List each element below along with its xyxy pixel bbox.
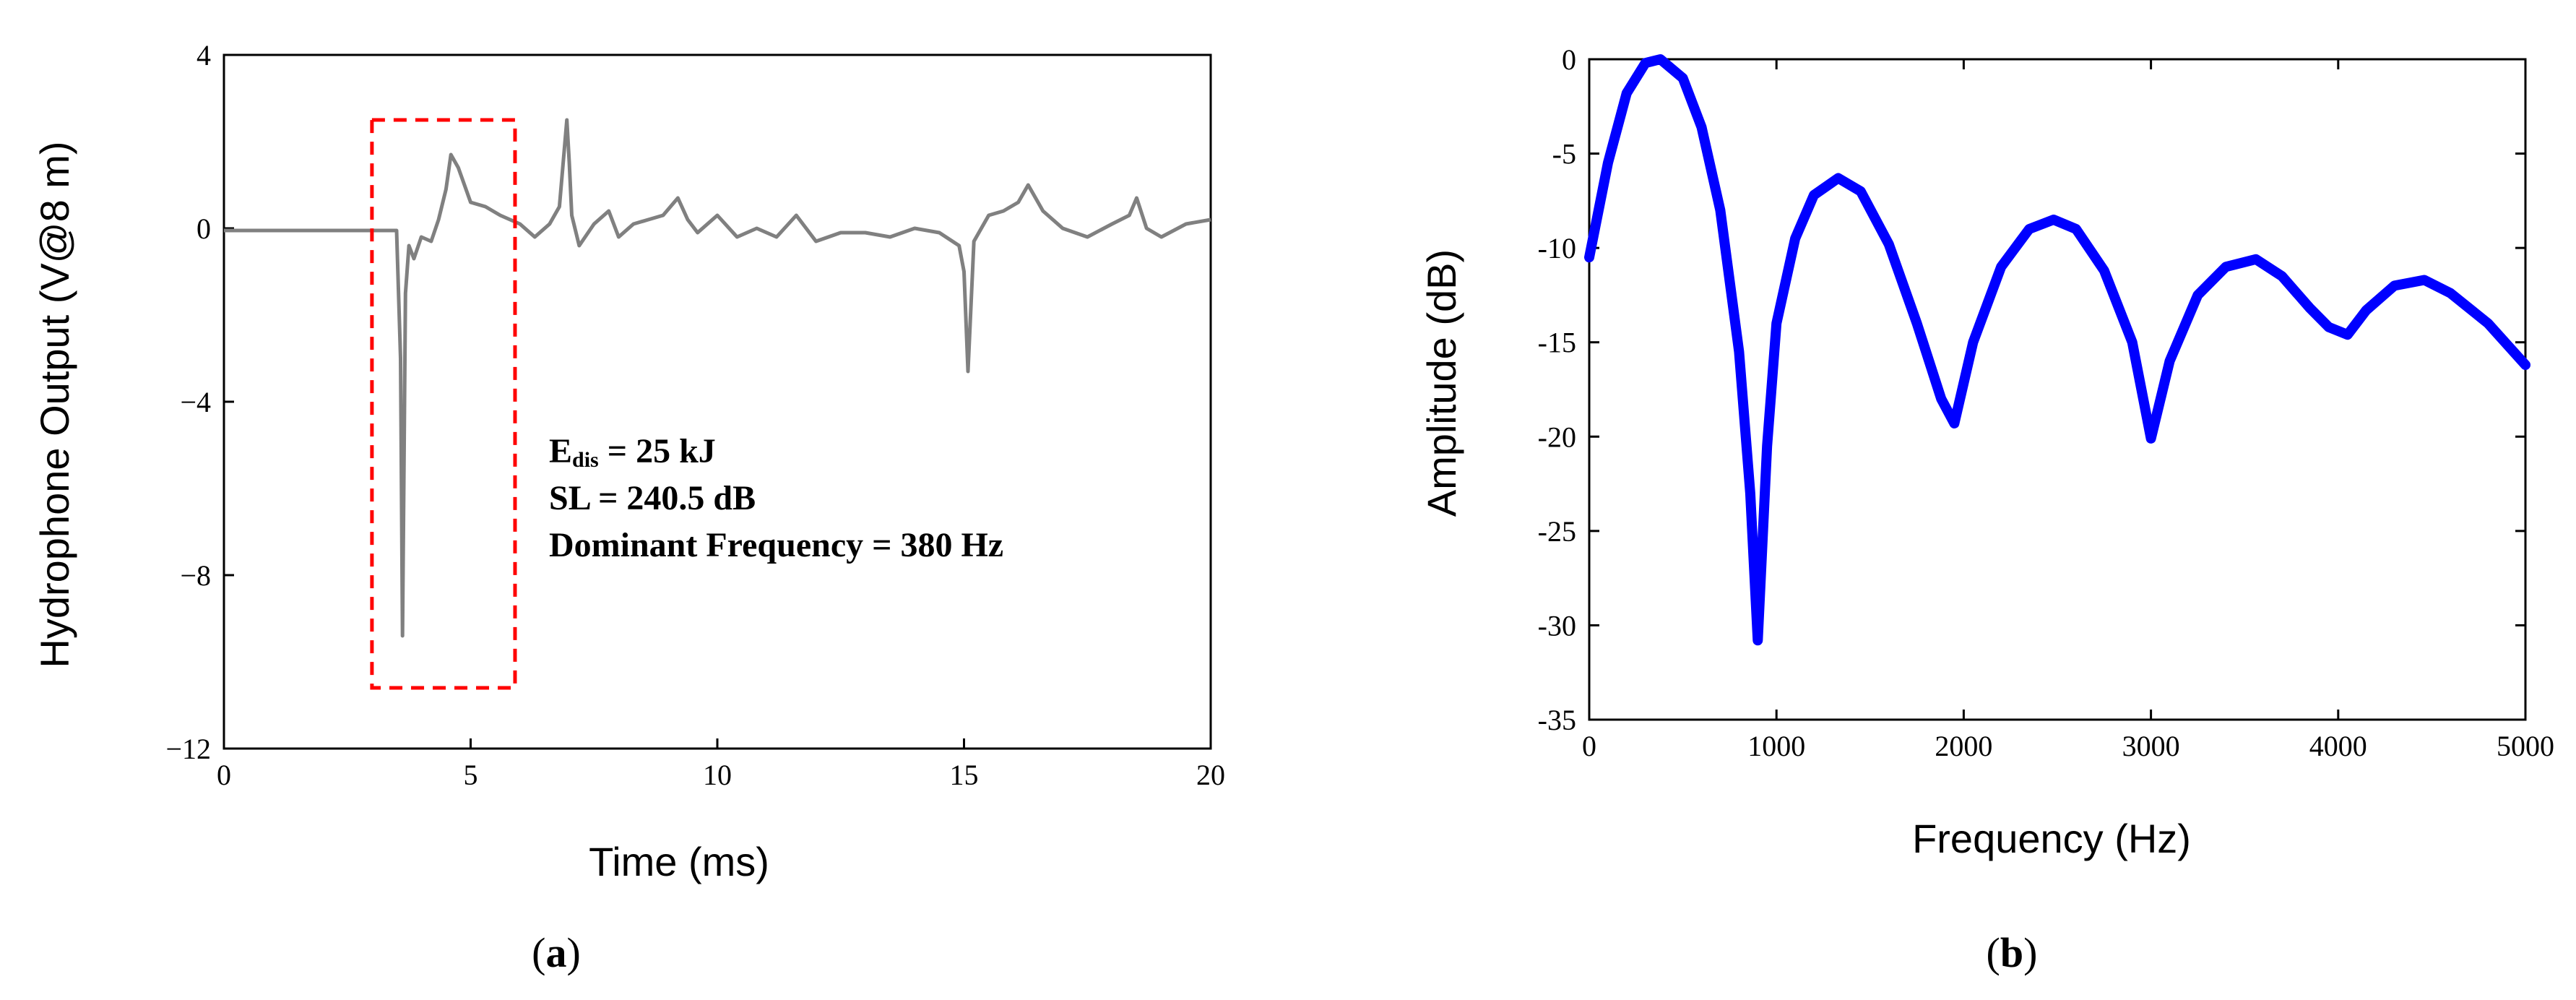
panel-a-highlight-box — [370, 118, 517, 690]
annotation-energy-value: = 25 kJ — [599, 432, 716, 470]
panel-a-axis-ticks: 0 5 10 15 20 4 0 −4 −8 −12 — [165, 39, 1225, 791]
panel-b-x-axis-label: Frequency (Hz) — [1912, 816, 2191, 861]
a-y-tick-label: −8 — [180, 559, 211, 592]
annotation-energy: Edis = 25 kJ — [549, 432, 716, 472]
caption-a: (a) — [532, 929, 581, 976]
b-y-tick-label: -30 — [1538, 609, 1576, 642]
annotation-energy-main: E — [549, 432, 572, 470]
a-x-tick-label: 5 — [464, 759, 478, 791]
a-y-tick-label: −12 — [165, 733, 211, 765]
b-y-tick-label: -25 — [1538, 515, 1576, 548]
a-y-tick-label: 4 — [196, 39, 211, 72]
a-x-tick-label: 10 — [703, 759, 732, 791]
caption-a-letter: a — [546, 929, 567, 976]
a-x-tick-label: 20 — [1196, 759, 1225, 791]
b-x-tick-label: 5000 — [2497, 730, 2554, 762]
a-y-tick-label: −4 — [180, 386, 211, 418]
annotation-source-level: SL = 240.5 dB — [549, 479, 756, 517]
b-x-tick-label: 0 — [1582, 730, 1596, 762]
b-y-tick-label: -15 — [1538, 327, 1576, 359]
b-y-tick-label: -20 — [1538, 421, 1576, 453]
caption-b: (b) — [1987, 929, 2038, 976]
b-x-tick-label: 3000 — [2122, 730, 2180, 762]
annotation-energy-sub: dis — [572, 448, 599, 472]
panel-b: 0 1000 2000 3000 4000 5000 0 -5 -10 -15 -20 -25 -30 -… — [1419, 43, 2554, 861]
panel-a: 0 5 10 15 20 4 0 −4 −8 −12 Time (ms) Hydrophone O… — [32, 39, 1225, 884]
a-x-tick-label: 15 — [950, 759, 979, 791]
b-y-tick-label: -10 — [1538, 232, 1576, 264]
b-y-tick-label: 0 — [1562, 43, 1576, 76]
b-x-tick-label: 1000 — [1747, 730, 1805, 762]
panel-b-y-axis-label: Amplitude (dB) — [1419, 249, 1464, 517]
caption-b-letter: b — [2000, 929, 2023, 976]
b-x-tick-label: 4000 — [2309, 730, 2367, 762]
b-x-tick-label: 2000 — [1935, 730, 1992, 762]
panel-a-signal-line — [224, 118, 1211, 638]
panel-b-axis-ticks: 0 1000 2000 3000 4000 5000 0 -5 -10 -15 -20 -25 -30 -… — [1538, 43, 2554, 762]
a-x-tick-label: 0 — [217, 759, 231, 791]
panel-b-plot-frame — [1588, 58, 2527, 721]
annotation-dominant-frequency: Dominant Frequency = 380 Hz — [549, 526, 1003, 564]
a-y-tick-label: 0 — [196, 212, 211, 245]
panel-b-spectrum-line — [1584, 54, 2530, 646]
b-y-tick-label: -35 — [1538, 704, 1576, 736]
panel-a-x-axis-label: Time (ms) — [589, 839, 769, 884]
b-y-tick-label: -5 — [1552, 138, 1576, 171]
panel-a-y-axis-label: Hydrophone Output (V@8 m) — [32, 141, 77, 668]
